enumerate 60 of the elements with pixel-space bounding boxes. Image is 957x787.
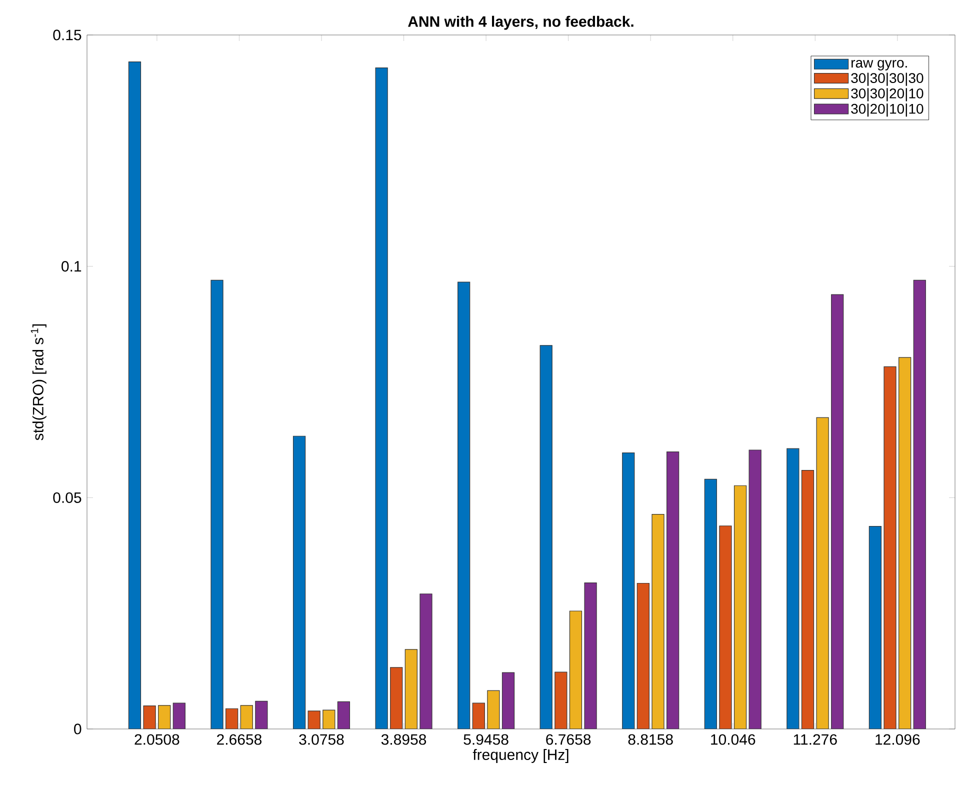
bar: [255, 700, 268, 729]
bar: [704, 478, 717, 729]
bar: [816, 417, 829, 729]
bar: [540, 345, 552, 729]
bar: [584, 582, 597, 729]
bar: [240, 705, 253, 729]
bar: [884, 366, 896, 729]
bar: [308, 710, 320, 729]
bar: [390, 667, 403, 729]
x-axis-title: frequency [Hz]: [472, 748, 568, 763]
bar: [734, 485, 747, 729]
bar: [636, 582, 650, 729]
bar: [210, 280, 224, 729]
x-tick-label: 6.7658: [546, 734, 591, 745]
bar: [502, 672, 515, 729]
bar: [172, 702, 186, 729]
legend-label: raw gyro.: [852, 60, 907, 70]
bar: [801, 470, 814, 729]
bar: [322, 710, 336, 729]
bar: [666, 452, 680, 729]
x-tick-label: 3.8958: [381, 734, 426, 745]
x-tick-label: 10.046: [711, 734, 756, 745]
bar: [226, 708, 238, 729]
bar: [292, 436, 306, 729]
bar: [158, 705, 171, 729]
y-tick-label: 0.15: [53, 30, 82, 40]
bar: [719, 526, 732, 729]
y-tick-label: 0.1: [62, 261, 82, 272]
bar: [458, 282, 470, 729]
legend-label: 30|30|20|10: [851, 88, 924, 102]
bar: [622, 452, 635, 729]
bar: [404, 649, 418, 729]
bar: [868, 526, 882, 729]
x-tick-label: 5.9458: [464, 734, 508, 745]
bar: [143, 706, 156, 729]
x-tick-label: 12.096: [876, 734, 920, 745]
x-tick-label: 2.0508: [134, 734, 180, 745]
bar: [420, 594, 432, 729]
x-tick-label: 2.6658: [217, 734, 262, 745]
bar: [913, 280, 926, 729]
bar: [375, 68, 388, 729]
bar: [569, 610, 582, 729]
bar: [831, 294, 844, 729]
y-axis-title: std(ZRO) [rad s$^{-1}$]: [30, 324, 46, 440]
bar: [554, 672, 568, 729]
chart-title: ANN with 4 layers, no feedback.: [408, 16, 634, 30]
y-tick-label: 0.05: [53, 492, 82, 503]
bar: [128, 62, 142, 729]
x-tick-label: 3.0758: [299, 734, 344, 745]
y-tick-label: 0: [74, 724, 82, 734]
bar: [652, 514, 664, 729]
legend-label: 30|20|10|10: [851, 104, 924, 117]
bar: [337, 701, 350, 729]
legend-label: 30|30|30|30: [851, 72, 924, 86]
bar: [748, 450, 762, 729]
x-tick-label: 8.8158: [628, 734, 673, 745]
bar: [898, 357, 912, 729]
bar: [786, 448, 800, 729]
x-tick-label: 11.276: [794, 734, 837, 745]
bar: [472, 702, 485, 729]
